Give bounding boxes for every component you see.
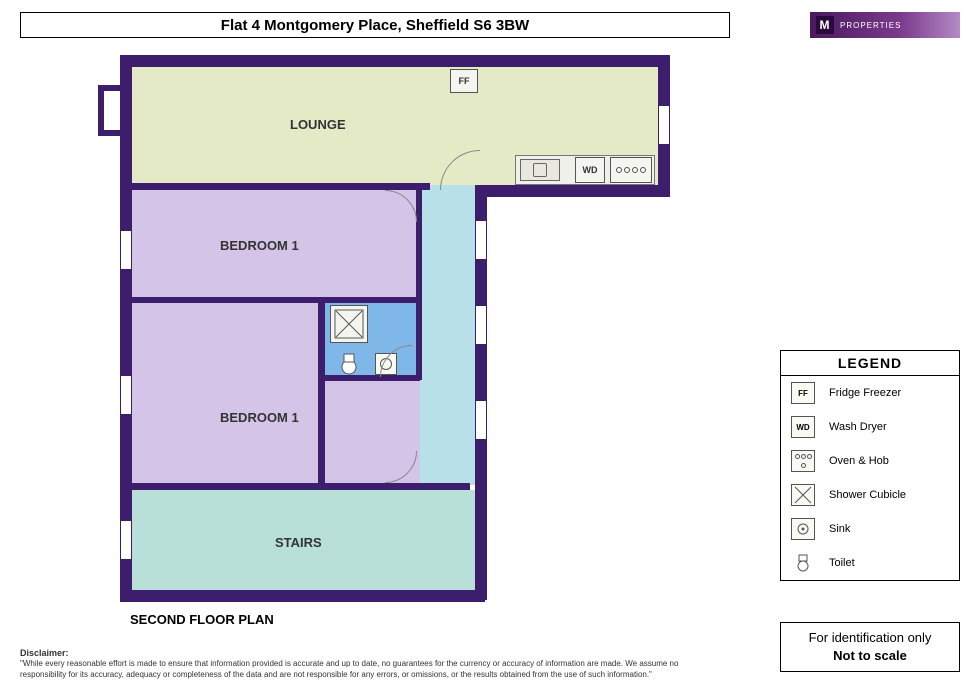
logo-letter: M <box>816 16 834 34</box>
legend-label: Toilet <box>829 557 855 569</box>
legend-label: Fridge Freezer <box>829 387 901 399</box>
label-lounge: LOUNGE <box>290 117 346 132</box>
legend-row-ff: FF Fridge Freezer <box>781 376 959 410</box>
disclaimer-text: "While every reasonable effort is made t… <box>20 659 720 680</box>
legend: LEGEND FF Fridge Freezer WD Wash Dryer O… <box>780 350 960 581</box>
logo-text: PROPERTIES <box>840 21 901 30</box>
logo: M PROPERTIES <box>810 12 960 38</box>
scale-line2: Not to scale <box>781 647 959 665</box>
fixture-toilet <box>340 353 358 375</box>
room-corridor <box>420 185 475 485</box>
legend-row-toilet: Toilet <box>781 546 959 580</box>
title-bar: Flat 4 Montgomery Place, Sheffield S6 3B… <box>20 12 730 38</box>
scale-line1: For identification only <box>781 629 959 647</box>
legend-label: Shower Cubicle <box>829 489 906 501</box>
label-stairs: STAIRS <box>275 535 322 550</box>
ff-icon: FF <box>791 382 815 404</box>
legend-label: Sink <box>829 523 850 535</box>
floor-label: SECOND FLOOR PLAN <box>130 612 274 627</box>
legend-title: LEGEND <box>781 351 959 376</box>
label-bedroom1: BEDROOM 1 <box>220 238 299 253</box>
shower-icon <box>791 484 815 506</box>
fixture-shower <box>330 305 368 343</box>
legend-row-shower: Shower Cubicle <box>781 478 959 512</box>
fixture-wd: WD <box>575 157 605 183</box>
legend-row-wd: WD Wash Dryer <box>781 410 959 444</box>
label-bedroom2: BEDROOM 1 <box>220 410 299 425</box>
legend-row-hob: Oven & Hob <box>781 444 959 478</box>
fixture-ff: FF <box>450 69 478 93</box>
hob-icon <box>791 450 815 472</box>
floor-plan: LOUNGE BEDROOM 1 BEDROOM 1 STAIRS FF WD <box>120 55 670 605</box>
disclaimer: Disclaimer: "While every reasonable effo… <box>20 648 720 680</box>
room-bedroom2 <box>130 300 325 485</box>
toilet-icon <box>791 552 815 574</box>
fixture-hob <box>610 157 652 183</box>
legend-row-sink: Sink <box>781 512 959 546</box>
disclaimer-title: Disclaimer: <box>20 648 720 660</box>
scale-box: For identification only Not to scale <box>780 622 960 672</box>
title-text: Flat 4 Montgomery Place, Sheffield S6 3B… <box>221 17 529 34</box>
legend-label: Oven & Hob <box>829 455 889 467</box>
legend-label: Wash Dryer <box>829 421 887 433</box>
wd-icon: WD <box>791 416 815 438</box>
sink-icon <box>791 518 815 540</box>
